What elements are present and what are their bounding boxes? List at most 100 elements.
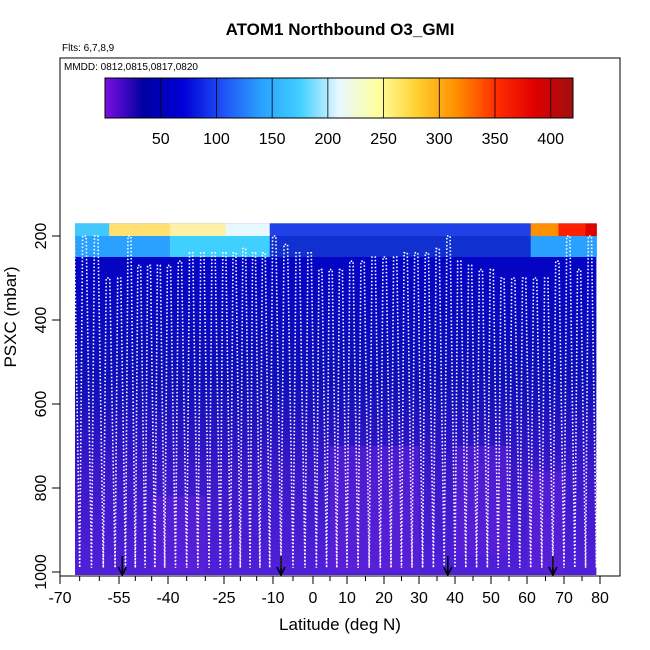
- heatmap-cell: [145, 236, 151, 257]
- heatmap-cell: [422, 236, 429, 257]
- heatmap-cell: [482, 236, 488, 257]
- heatmap-cell: [433, 236, 440, 257]
- heatmap-cell: [396, 236, 402, 257]
- x-tick-label: 50: [482, 590, 500, 607]
- heatmap-cell: [311, 236, 317, 257]
- heatmap-cell: [336, 223, 343, 236]
- heatmap-cell: [85, 236, 92, 257]
- x-tick-label: 10: [338, 590, 356, 607]
- heatmap-cell: [509, 236, 515, 257]
- heatmap-cell: [503, 236, 510, 257]
- heatmap-cell: [326, 223, 333, 236]
- x-axis: -70 -55 -40 -25 -10 0 10 20 30 40 50 60 70 80: [48, 576, 609, 607]
- heatmap-cell: [269, 223, 276, 236]
- heatmap-cell: [250, 223, 256, 236]
- heatmap-cell: [197, 223, 204, 236]
- heatmap-cell: [140, 236, 146, 257]
- heatmap-cell: [460, 236, 467, 257]
- heatmap-cell: [558, 223, 565, 236]
- heatmap-cell: [530, 236, 537, 257]
- heatmap-cell: [591, 223, 597, 236]
- heatmap-cell: [299, 236, 306, 257]
- heatmap-cell: [293, 223, 300, 236]
- heatmap-cell: [311, 223, 317, 236]
- heatmap-cell: [230, 223, 236, 236]
- heatmap-cell: [471, 236, 478, 257]
- y-tick-label: 400: [33, 307, 50, 334]
- heatmap-cell: [564, 223, 570, 236]
- colorbar-tick-label: 50: [152, 131, 170, 148]
- heatmap-cell: [103, 223, 110, 236]
- heatmap-cell: [245, 223, 251, 236]
- heatmap-cell: [109, 236, 116, 257]
- heatmap-cell: [363, 236, 370, 257]
- heatmap-cell: [145, 223, 151, 236]
- heatmap-cell: [175, 223, 182, 236]
- colorbar-tick-label: 300: [426, 131, 453, 148]
- heatmap-cell: [536, 236, 543, 257]
- heatmap-cell: [455, 223, 461, 236]
- heatmap-cell: [154, 223, 161, 236]
- y-axis-label: PSXC (mbar): [1, 266, 20, 367]
- heatmap-cell: [192, 223, 199, 236]
- heatmap-cell: [316, 236, 322, 257]
- heatmap-cell: [331, 223, 338, 236]
- heatmap-cell: [225, 223, 232, 236]
- colorbar-tick-label: 400: [537, 131, 564, 148]
- heatmap-cell: [150, 223, 156, 236]
- heatmap-cell: [97, 236, 104, 257]
- heatmap-cell: [186, 223, 193, 236]
- heatmap-cell: [487, 223, 494, 236]
- heatmap-cell: [259, 223, 266, 236]
- heatmap-cell: [455, 236, 461, 257]
- heatmap-cell: [444, 236, 451, 257]
- heatmap-cell: [391, 236, 397, 257]
- heatmap-cell: [214, 236, 221, 257]
- colorbar-ticks: 50 100 150 200 250 300 350 400: [152, 78, 564, 148]
- heatmap-cell: [449, 236, 456, 257]
- heatmap-cell: [428, 236, 434, 257]
- y-tick-label: 600: [33, 391, 50, 418]
- heatmap-cell: [203, 223, 210, 236]
- heatmap-cell: [220, 223, 227, 236]
- x-tick-label: -55: [107, 590, 130, 607]
- heatmap-cell: [203, 236, 210, 257]
- heatmap-cell: [250, 236, 256, 257]
- heatmap-cell: [428, 223, 434, 236]
- heatmap-cell: [519, 223, 526, 236]
- heatmap-cell: [264, 223, 271, 236]
- heatmap-cell: [358, 223, 365, 236]
- heatmap-cell: [580, 236, 587, 257]
- heatmap-cell: [269, 236, 276, 257]
- heatmap-cell: [391, 223, 397, 236]
- heatmap-cell: [79, 223, 87, 236]
- heatmap-cell: [438, 223, 445, 236]
- heatmap-cell: [585, 223, 592, 236]
- heatmap-cell: [585, 236, 592, 257]
- heatmap-cell: [120, 223, 127, 236]
- flight-marker-arrowhead: [276, 566, 286, 577]
- heatmap-cell: [385, 223, 392, 236]
- heatmap-cell: [492, 223, 499, 236]
- heatmap-cell: [275, 223, 282, 236]
- heatmap-cell: [498, 236, 505, 257]
- heatmap-cell: [230, 236, 236, 257]
- heatmap-cell: [341, 236, 348, 257]
- heatmap-cell: [281, 223, 288, 236]
- heatmap-cell: [519, 236, 526, 257]
- heatmap-cell: [214, 223, 221, 236]
- y-tick-label: 800: [33, 475, 50, 502]
- heatmap-cell: [385, 236, 392, 257]
- heatmap-cell: [591, 236, 597, 257]
- heatmap-cell: [336, 236, 343, 257]
- heatmap-cell: [85, 223, 92, 236]
- heatmap-cell: [287, 223, 294, 236]
- colorbar-tick-label: 350: [482, 131, 509, 148]
- heatmap-cell: [255, 236, 261, 257]
- heatmap-cell: [433, 223, 440, 236]
- y-axis: 200 400 600 800 1000: [33, 223, 60, 590]
- heatmap-cell: [401, 223, 408, 236]
- heatmap-cell: [264, 236, 271, 257]
- heatmap-cell: [140, 223, 146, 236]
- heatmap-cell: [192, 236, 199, 257]
